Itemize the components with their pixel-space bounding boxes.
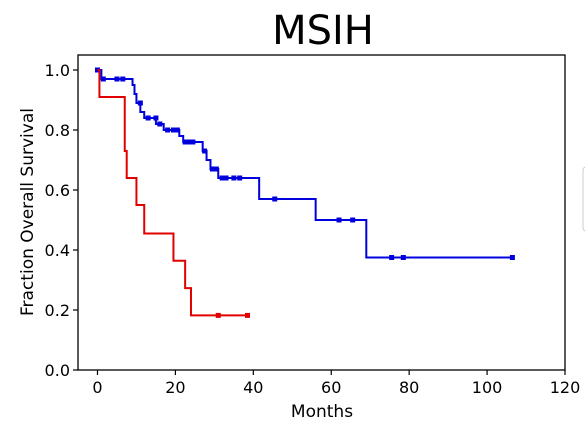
x-tick-label: 80 <box>399 378 419 397</box>
x-tick-label: 20 <box>165 378 185 397</box>
censor-mark <box>223 175 229 181</box>
y-tick-label: 0.6 <box>45 181 70 200</box>
plot-frame <box>77 54 566 371</box>
censor-mark <box>186 139 192 145</box>
censor-mark <box>237 175 243 181</box>
series-layer <box>94 67 515 318</box>
censor-mark <box>400 255 406 260</box>
censor-mark <box>137 100 143 106</box>
y-tick-label: 1.0 <box>45 61 70 80</box>
censor-mark <box>336 217 342 223</box>
censor-mark <box>231 175 237 181</box>
y-tick-label: 0.2 <box>45 301 70 320</box>
y-axis-label: Fraction Overall Survival <box>18 108 38 316</box>
censor-mark <box>153 115 159 121</box>
x-tick-label: 120 <box>550 378 581 397</box>
x-tick-label: 40 <box>243 378 263 397</box>
y-axis: 0.0 0.2 0.4 0.6 0.8 1.0 <box>45 61 78 380</box>
x-tick-label: 0 <box>92 378 102 397</box>
x-axis-label: Months <box>291 402 353 422</box>
censor-mark <box>213 166 219 172</box>
censor-mark <box>157 121 163 127</box>
censor-mark <box>389 255 395 260</box>
censor-mark <box>174 127 180 133</box>
censor-mark <box>209 166 215 172</box>
censor-mark <box>100 76 106 82</box>
censor-mark <box>202 148 208 154</box>
censor-mark <box>350 217 356 223</box>
censor-mark <box>165 127 171 133</box>
y-tick-label: 0.0 <box>45 361 70 380</box>
y-tick-label: 0.8 <box>45 121 70 140</box>
x-axis: 0 20 40 60 80 100 120 <box>92 370 580 397</box>
survival-curve-1 <box>97 69 513 259</box>
censor-mark <box>219 175 225 181</box>
censor-mark <box>120 76 126 82</box>
x-tick-label: 100 <box>472 378 503 397</box>
y-tick-label: 0.4 <box>45 241 70 260</box>
censor-mark <box>215 312 221 318</box>
censor-mark <box>114 76 120 82</box>
chart-title: MSIH <box>272 8 374 54</box>
censor-mark <box>190 139 196 145</box>
censor-mark <box>182 139 188 145</box>
censor-mark <box>145 115 151 121</box>
survival-curve-2 <box>97 69 250 317</box>
censor-mark <box>170 127 176 133</box>
x-tick-label: 60 <box>321 378 341 397</box>
censor-mark <box>509 255 515 260</box>
censor-mark <box>272 196 278 202</box>
censor-mark <box>244 312 250 318</box>
